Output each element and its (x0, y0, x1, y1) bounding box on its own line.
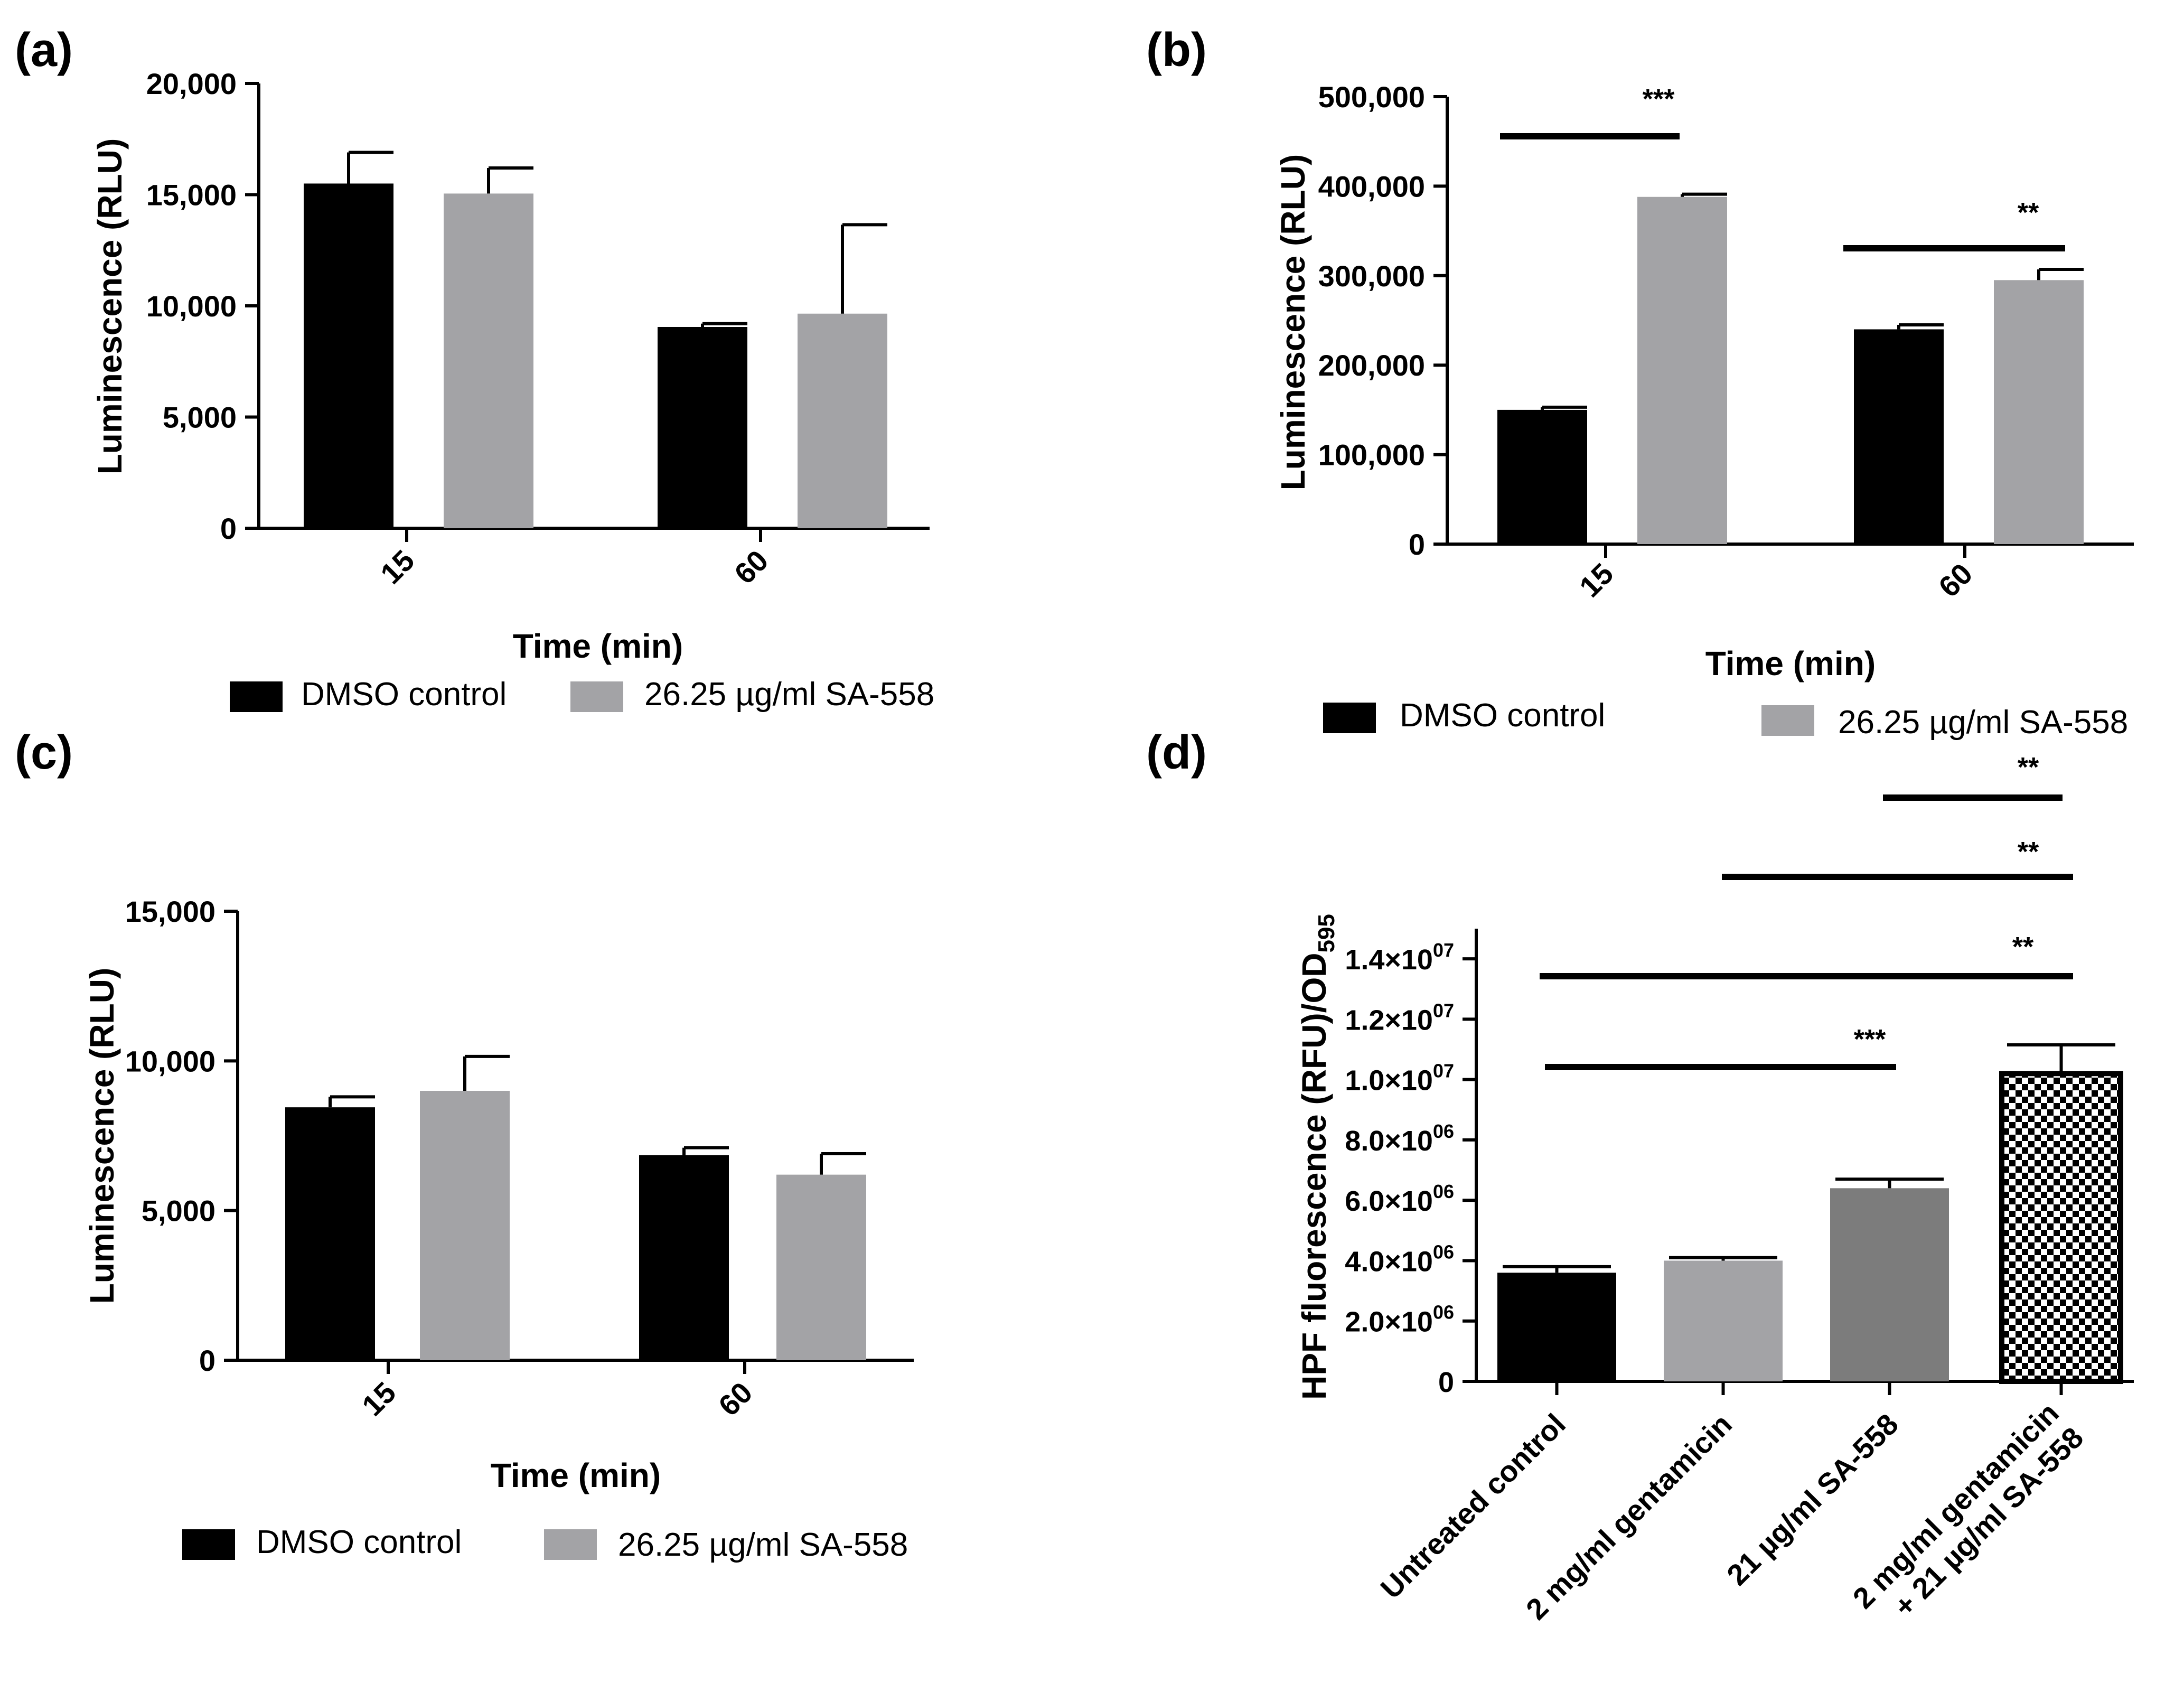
legend-label: 26.25 µg/ml SA-558 (1838, 704, 2128, 741)
legend-swatch (544, 1529, 597, 1560)
y-axis-title: HPF fluorescence (RFU)/OD595 (1295, 914, 1339, 1400)
y-tick-label: 6.0×1006 (1345, 1181, 1454, 1217)
y-axis-title: Luminescence (RLU) (91, 138, 129, 475)
x-axis-title: Time (min) (1705, 644, 1876, 682)
significance-label: *** (1854, 1024, 1886, 1055)
y-tick-label: 1.4×1007 (1345, 939, 1454, 976)
legend-label: 26.25 µg/ml SA-558 (644, 676, 934, 713)
y-tick-label: 1.0×1007 (1345, 1060, 1454, 1097)
x-tick-label: 15 (1573, 557, 1620, 604)
y-tick-label: 4.0×1006 (1345, 1241, 1454, 1277)
bar (420, 1091, 510, 1360)
bar (639, 1155, 729, 1360)
y-axis-title: Luminescence (RLU) (83, 968, 121, 1304)
y-tick-label: 8.0×1006 (1345, 1120, 1454, 1157)
legend-swatch (230, 681, 283, 712)
legend-label: DMSO control (256, 1524, 462, 1560)
x-tick-label: 60 (712, 1376, 759, 1423)
y-tick-label: 300,000 (1318, 259, 1425, 293)
y-tick-label: 500,000 (1318, 80, 1425, 114)
bar (658, 326, 747, 528)
x-tick-label: 15 (355, 1376, 402, 1423)
legend-swatch (182, 1529, 235, 1560)
y-tick-label: 15,000 (146, 179, 237, 212)
y-tick-label: 400,000 (1318, 170, 1425, 203)
bar (1999, 1071, 2123, 1384)
legend-label: 26.25 µg/ml SA-558 (618, 1527, 908, 1563)
legend-swatch (570, 681, 623, 712)
y-axis-title: Luminescence (RLU) (1274, 154, 1312, 491)
y-tick-label: 10,000 (125, 1044, 215, 1078)
y-tick-label: 0 (1409, 528, 1425, 561)
y-tick-label: 0 (1438, 1367, 1454, 1398)
bar (1497, 1273, 1616, 1381)
legend-label: DMSO control (301, 676, 507, 713)
y-tick-label: 1.2×1007 (1345, 999, 1454, 1036)
bar (1854, 329, 1944, 544)
bar (304, 183, 393, 528)
x-axis-title: Time (min) (491, 1456, 661, 1494)
y-tick-label: 0 (220, 512, 237, 545)
bar (1664, 1260, 1783, 1381)
significance-label: *** (1643, 84, 1675, 115)
x-axis-title: Time (min) (513, 627, 683, 665)
bar (1830, 1188, 1949, 1381)
panel-label: (b) (1146, 24, 1207, 77)
significance-label: ** (2018, 837, 2039, 867)
significance-label: ** (2012, 932, 2034, 962)
x-tick-label: 60 (728, 544, 775, 591)
significance-label: ** (2018, 752, 2039, 783)
bar (776, 1174, 866, 1360)
y-tick-label: 15,000 (125, 895, 215, 928)
significance-label: ** (2018, 198, 2039, 228)
x-tick-label: 60 (1932, 557, 1979, 604)
bar (444, 193, 533, 528)
bar (1994, 280, 2084, 544)
y-tick-label: 5,000 (163, 401, 237, 434)
chart-panel-2: (b) 0 100,000 200,000 300,000 400,000 500,000 L… (1146, 24, 2134, 741)
y-tick-label: 0 (199, 1344, 215, 1377)
y-tick-label: 2.0×1006 (1345, 1302, 1454, 1338)
legend-swatch (1323, 703, 1376, 733)
y-tick-label: 20,000 (146, 67, 237, 100)
panel-label: (d) (1146, 726, 1207, 779)
x-tick-label: Untreated control (1374, 1407, 1572, 1605)
panel-label: (a) (15, 24, 73, 77)
panel-label: (c) (15, 726, 73, 779)
bar (285, 1107, 375, 1360)
legend-label: DMSO control (1400, 697, 1605, 734)
bar (1637, 197, 1727, 544)
legend-swatch (1761, 705, 1814, 736)
y-tick-label: 10,000 (146, 289, 237, 323)
chart-panel-4: (d) 0 2.0×1006 4.0×1006 6.0×1006 8.0×1006 1.0×… (1146, 726, 2134, 1626)
bar (1497, 409, 1587, 544)
y-tick-label: 100,000 (1318, 438, 1425, 472)
chart-panel-1: (a) 0 5,000 10,000 15,000 20,000 Luminescence … (15, 24, 934, 713)
x-tick-label: 15 (374, 544, 421, 591)
chart-panel-3: (c) 0 5,000 10,000 15,000 Luminescence (RLU) 1… (15, 726, 914, 1563)
y-tick-label: 200,000 (1318, 349, 1425, 382)
y-tick-label: 5,000 (142, 1194, 215, 1228)
bar (798, 313, 887, 528)
